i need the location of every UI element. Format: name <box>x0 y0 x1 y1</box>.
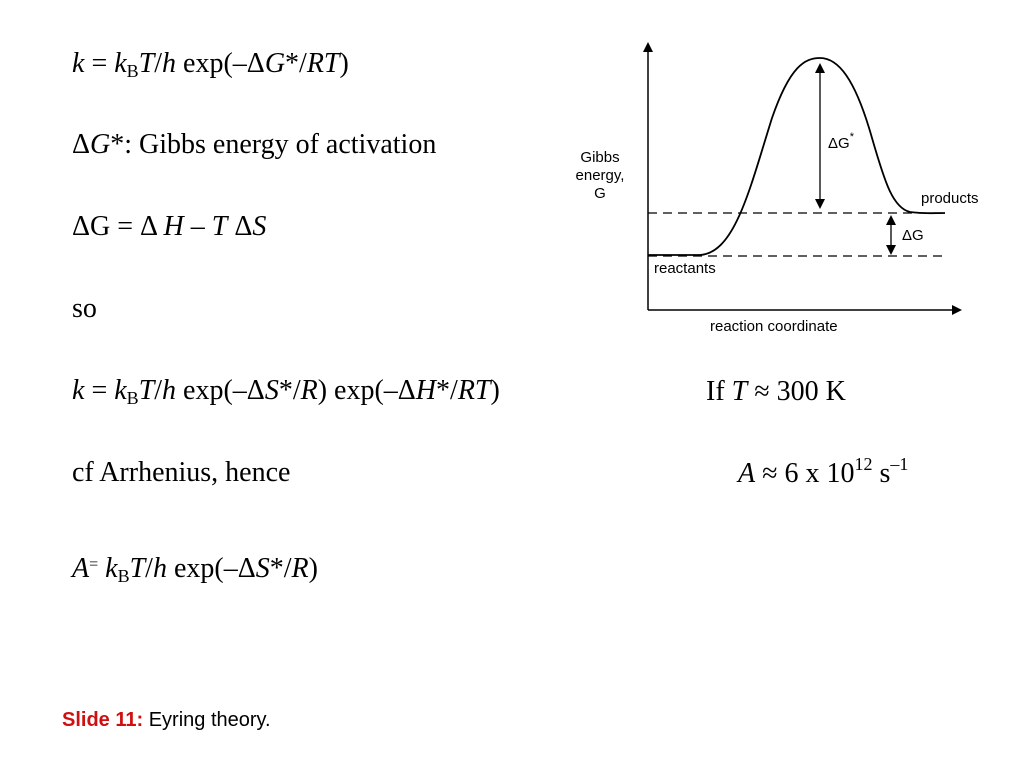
eq7-r: R <box>291 553 309 584</box>
eq2-g: G <box>90 129 111 160</box>
eq5-equals: = <box>84 375 115 406</box>
eq7-close: ) <box>308 553 318 584</box>
eq6-text: cf Arrhenius, hence <box>72 457 291 488</box>
eq7-star: */ <box>269 553 292 584</box>
eq5-t: T <box>138 375 155 406</box>
condition-if: If <box>706 376 732 407</box>
eq7-equals: = <box>89 556 99 573</box>
eq5-star2: */ <box>436 375 458 406</box>
result-preexponential: A ≈ 6 x 1012 s–1 <box>738 455 908 490</box>
eq1-t: T <box>138 48 155 79</box>
eq7-a: A <box>72 553 90 584</box>
eq5-star1: */ <box>278 375 301 406</box>
reactants-label: reactants <box>654 260 716 277</box>
eq3-delta2: Δ <box>227 211 253 242</box>
eq3-t: T <box>211 211 228 242</box>
equation-rate-constant: k = kBT/h exp(–ΔG*/RT) <box>72 48 349 81</box>
eq2-text: *: Gibbs energy of activation <box>110 129 437 160</box>
activation-energy-label: ΔG* <box>828 131 855 152</box>
energy-curve <box>648 57 946 256</box>
eq5-h: h <box>162 375 177 406</box>
equation-preexponential: A= kBT/h exp(–ΔS*/R) <box>72 553 318 586</box>
y-axis-label-g: G <box>594 185 606 202</box>
y-axis-label-energy: energy, <box>576 167 625 184</box>
eq7-exp: exp(–Δ <box>166 553 256 584</box>
eq5-rt: RT <box>457 375 491 406</box>
eq4-text: so <box>72 293 97 324</box>
eq5-r: R <box>300 375 318 406</box>
condition-t: T <box>731 376 748 407</box>
eq1-slash: / <box>154 48 163 79</box>
result-a: A <box>738 458 756 489</box>
eq5-exp1: exp(–Δ <box>176 375 265 406</box>
eq5-slash: / <box>154 375 163 406</box>
equation-gibbs-relation: ΔG = Δ H – T ΔS <box>72 213 266 241</box>
eq5-close: ) <box>490 375 500 406</box>
products-label: products <box>921 190 979 207</box>
result-approx: ≈ 6 x 10 <box>755 458 855 489</box>
x-axis-arrowhead <box>952 305 962 315</box>
equation-eyring: k = kBT/h exp(–ΔS*/R) exp(–ΔH*/RT) <box>72 375 500 408</box>
slide-caption: Slide 11: Eyring theory. <box>62 709 271 732</box>
y-axis-label-gibbs: Gibbs <box>580 149 619 166</box>
eq5-kb-sub: B <box>126 388 139 408</box>
eq7-h: h <box>152 553 167 584</box>
eq1-kb: k <box>114 48 127 79</box>
eq1-exp: exp(–Δ <box>176 48 265 79</box>
eq3-h: H <box>163 211 184 242</box>
energy-profile-diagram: Gibbs energy, G products reactants ΔG* Δ… <box>576 42 979 335</box>
eq1-star: */ <box>285 48 307 79</box>
result-exponent: 12 <box>854 454 873 474</box>
eq3-minus: – <box>183 211 212 242</box>
equation-gibbs-activation: ΔG*: Gibbs energy of activation <box>72 131 436 159</box>
condition-temperature: If T ≈ 300 K <box>706 376 846 408</box>
eq1-k: k <box>72 48 85 79</box>
eq7-kb: k <box>105 553 118 584</box>
text-cf-arrhenius: cf Arrhenius, hence <box>72 459 290 487</box>
eq1-h: h <box>162 48 177 79</box>
eq5-mid: ) exp(–Δ <box>317 375 416 406</box>
slide-caption-text: Eyring theory. <box>143 709 271 731</box>
eq1-rt: RT <box>306 48 340 79</box>
gibbs-energy-label: ΔG <box>902 227 924 244</box>
eq7-s: S <box>255 553 270 584</box>
y-axis-arrowhead <box>643 42 653 52</box>
eq7-slash: / <box>145 553 153 584</box>
eq2-delta: Δ <box>72 129 91 160</box>
x-axis-label: reaction coordinate <box>710 318 838 335</box>
eq5-k: k <box>72 375 85 406</box>
result-unit-exponent: –1 <box>890 454 909 474</box>
eq1-equals: = <box>84 48 115 79</box>
eq3-g: G = Δ <box>90 211 164 242</box>
eq5-s: S <box>264 375 279 406</box>
eq3-s: S <box>252 211 267 242</box>
eq1-kb-sub: B <box>126 61 139 81</box>
eq5-h2: H <box>415 375 437 406</box>
slide-caption-label: Slide 11: <box>62 709 144 731</box>
eq3-delta: Δ <box>72 211 91 242</box>
eq7-kb-sub: B <box>117 566 130 586</box>
eq1-close: ) <box>339 48 349 79</box>
condition-value: ≈ 300 K <box>747 376 846 407</box>
eq7-t: T <box>129 553 146 584</box>
text-so: so <box>72 295 97 323</box>
eq5-kb: k <box>114 375 127 406</box>
result-unit: s <box>872 458 891 489</box>
eq1-g: G <box>264 48 286 79</box>
